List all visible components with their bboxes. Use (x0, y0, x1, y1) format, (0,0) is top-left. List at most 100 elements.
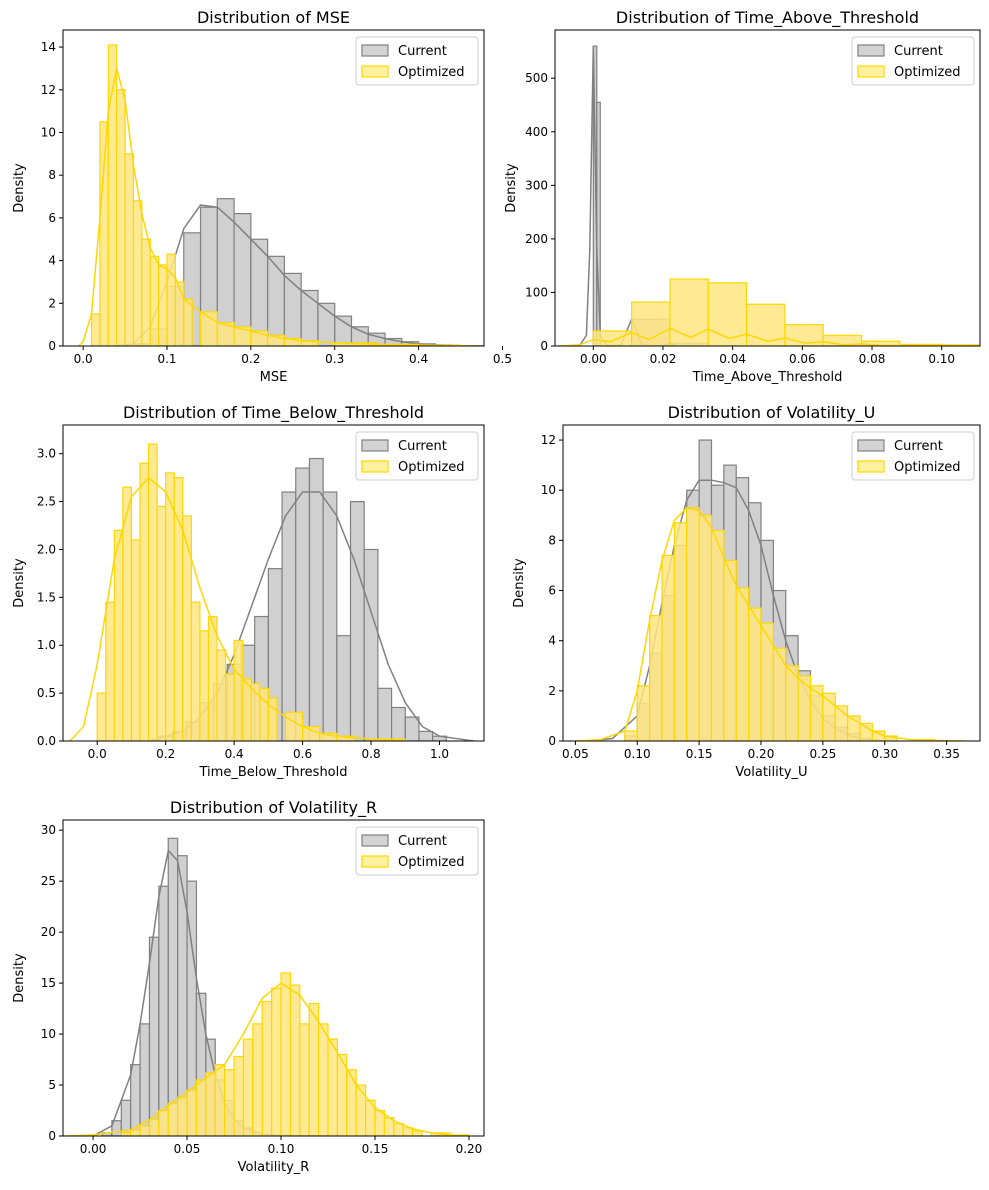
histogram-bar (404, 716, 420, 741)
x-tick-label: 1.0 (430, 747, 449, 761)
x-tick-label: 0.05 (562, 747, 589, 761)
x-tick-label: 0.6 (293, 747, 312, 761)
histogram-bar (723, 559, 737, 741)
legend-label-optimized: Optimized (398, 460, 465, 475)
plot-area (69, 443, 474, 741)
histogram-bar (797, 675, 812, 741)
x-tick-label: 0.02 (650, 352, 677, 366)
subplot-1: 0.0 0.1 0.2 0.3 0.4 0.5 0 2 4 6 8 10 12 14 Distributio… (12, 8, 512, 385)
histogram-bar (182, 515, 192, 741)
histogram-bar (130, 1129, 141, 1136)
histogram-bar (139, 1023, 151, 1136)
y-tick-label: 1.0 (37, 638, 56, 652)
x-tick-label: 0.05 (174, 1142, 201, 1156)
y-tick-label: 12 (541, 433, 556, 447)
histogram-bar (760, 622, 774, 741)
x-tick-label: 0.4 (409, 352, 428, 366)
histogram-bar (336, 635, 352, 741)
histogram-bar (259, 687, 269, 741)
x-tick-label: 0.00 (80, 1142, 107, 1156)
y-tick-label: 3.0 (37, 447, 56, 461)
histogram-bar (148, 1119, 160, 1136)
x-axis-label: Volatility_U (735, 765, 807, 780)
series-optimized (575, 506, 966, 741)
histogram-bar (113, 529, 124, 741)
histogram-bar (158, 1109, 169, 1136)
histogram-bar (224, 1069, 235, 1136)
histogram-bar (233, 639, 244, 741)
legend-swatch-optimized (361, 65, 389, 78)
x-tick-label: 0.15 (362, 1142, 389, 1156)
histogram-bar (624, 730, 638, 741)
y-tick-label: 100 (525, 285, 548, 299)
histogram-bar (267, 697, 278, 741)
series-optimized (69, 443, 406, 741)
y-tick-label: 0 (548, 734, 556, 748)
histogram-bar (233, 1055, 245, 1136)
histogram-bar (130, 539, 141, 741)
histogram-bar (748, 607, 762, 741)
histogram-bar (295, 467, 311, 741)
subplot-2: 0.00 0.02 0.04 0.06 0.08 0.10 0 100 200 300 400 500… (504, 8, 981, 385)
legend-label-current: Current (398, 44, 447, 59)
chart-title: Distribution of Time_Below_Threshold (123, 403, 424, 423)
y-tick-label: 30 (41, 823, 56, 837)
x-tick-label: 0.4 (225, 747, 244, 761)
plot-area (64, 837, 470, 1136)
x-tick-label: 0.15 (686, 747, 713, 761)
histogram-bar (147, 443, 158, 741)
series-optimized (78, 44, 478, 346)
legend-swatch-current (857, 44, 885, 57)
histogram-bar (686, 507, 700, 741)
histogram-bar (205, 1072, 216, 1136)
histogram-bar (267, 255, 286, 346)
histogram-bar (301, 726, 321, 741)
histogram-bar (698, 514, 713, 741)
histogram-bar (418, 730, 434, 741)
axes-frame (62, 29, 485, 347)
legend: Current Optimized (355, 826, 479, 876)
legend-swatch-current (857, 439, 885, 452)
kde-line (558, 327, 980, 346)
x-tick-label: 0.10 (624, 747, 651, 761)
histogram-bar (158, 885, 169, 1136)
x-tick-label: 0.10 (928, 352, 955, 366)
histogram-bar (156, 505, 167, 741)
histogram-bar (116, 89, 126, 346)
histogram-bar (355, 1084, 367, 1136)
y-tick-label: 10 (541, 483, 556, 497)
histogram-bar (158, 264, 168, 346)
legend-swatch-optimized (361, 460, 389, 473)
legend: Current Optimized (851, 431, 975, 481)
histogram-bar (174, 281, 185, 346)
y-tick-label: 25 (41, 874, 56, 888)
y-tick-label: 500 (525, 71, 548, 85)
legend-swatch-optimized (857, 460, 885, 473)
x-tick-label: 0.2 (241, 352, 260, 366)
histogram-bar (207, 615, 218, 741)
histogram-bar (90, 313, 101, 346)
histogram-bar (592, 330, 633, 346)
histogram-bar (735, 587, 750, 741)
histogram-bar (177, 1096, 188, 1136)
y-tick-label: 14 (41, 40, 56, 54)
x-tick-label: 0.25 (809, 747, 836, 761)
histogram-bar (199, 630, 210, 741)
histogram-bar (636, 685, 651, 741)
histogram-bar (96, 692, 107, 741)
histogram-bar (173, 477, 184, 741)
y-tick-label: 10 (41, 1027, 56, 1041)
histogram-bar (859, 722, 873, 741)
histogram-bar (308, 457, 324, 741)
x-axis-label: Time_Above_Threshold (692, 370, 843, 385)
x-tick-label: 0.5 (493, 352, 512, 366)
y-tick-label: 8 (548, 533, 556, 547)
histogram-bar (673, 522, 688, 741)
y-tick-label: 2.0 (37, 542, 56, 556)
y-axis-label: Density (12, 953, 27, 1003)
y-tick-label: 5 (48, 1078, 56, 1092)
kde-line (575, 506, 966, 741)
histogram-bar (707, 282, 748, 346)
chart-title: Distribution of MSE (197, 8, 350, 27)
histogram-bar (190, 601, 201, 741)
